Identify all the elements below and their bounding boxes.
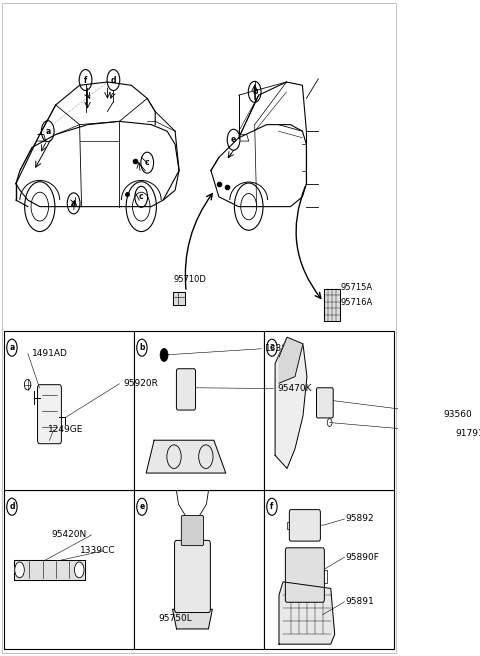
Text: c: c <box>145 158 150 167</box>
Text: 95716A: 95716A <box>340 298 372 307</box>
Bar <box>134 331 264 490</box>
Bar <box>264 491 394 649</box>
Bar <box>4 331 134 490</box>
Polygon shape <box>173 609 212 629</box>
Text: 95892: 95892 <box>346 514 374 523</box>
Text: 95470K: 95470K <box>277 384 312 393</box>
Bar <box>4 491 134 649</box>
Polygon shape <box>324 289 340 321</box>
Text: e: e <box>231 135 236 144</box>
Text: c: c <box>270 343 274 352</box>
Text: 95891: 95891 <box>346 597 374 606</box>
Text: 1491AD: 1491AD <box>32 349 68 358</box>
Text: 95420N: 95420N <box>52 531 87 539</box>
FancyBboxPatch shape <box>181 516 204 546</box>
Text: f: f <box>270 502 274 511</box>
Text: a: a <box>45 127 50 136</box>
Bar <box>264 331 394 490</box>
FancyBboxPatch shape <box>177 369 195 410</box>
Text: d: d <box>111 75 116 85</box>
Text: 95920R: 95920R <box>123 379 158 388</box>
Text: a: a <box>9 343 14 352</box>
Text: d: d <box>9 502 15 511</box>
Text: b: b <box>252 87 257 96</box>
Polygon shape <box>146 440 226 473</box>
Bar <box>134 491 264 649</box>
FancyBboxPatch shape <box>286 548 324 602</box>
Polygon shape <box>279 582 335 644</box>
Circle shape <box>160 348 168 361</box>
Text: 93560: 93560 <box>443 409 472 419</box>
Polygon shape <box>13 560 85 580</box>
Text: b: b <box>139 343 144 352</box>
Polygon shape <box>173 292 185 305</box>
Circle shape <box>199 445 213 468</box>
Text: 1339CC: 1339CC <box>80 546 115 556</box>
Circle shape <box>15 562 24 578</box>
Text: f: f <box>84 75 87 85</box>
Text: e: e <box>139 502 144 511</box>
Circle shape <box>167 445 181 468</box>
Text: 1249GE: 1249GE <box>48 425 83 434</box>
FancyBboxPatch shape <box>289 510 320 541</box>
Text: 95890F: 95890F <box>346 552 380 562</box>
Text: 95715A: 95715A <box>340 283 372 292</box>
FancyBboxPatch shape <box>316 388 333 418</box>
Circle shape <box>74 562 84 578</box>
Text: 95710D: 95710D <box>173 275 206 284</box>
Polygon shape <box>279 337 303 383</box>
Text: c: c <box>139 192 144 201</box>
Text: 91791: 91791 <box>455 428 480 438</box>
FancyBboxPatch shape <box>175 541 210 613</box>
Text: 1339CC: 1339CC <box>265 344 301 354</box>
Polygon shape <box>275 337 307 468</box>
Text: a: a <box>71 199 76 208</box>
Text: 95750L: 95750L <box>159 614 192 623</box>
FancyBboxPatch shape <box>37 384 61 443</box>
